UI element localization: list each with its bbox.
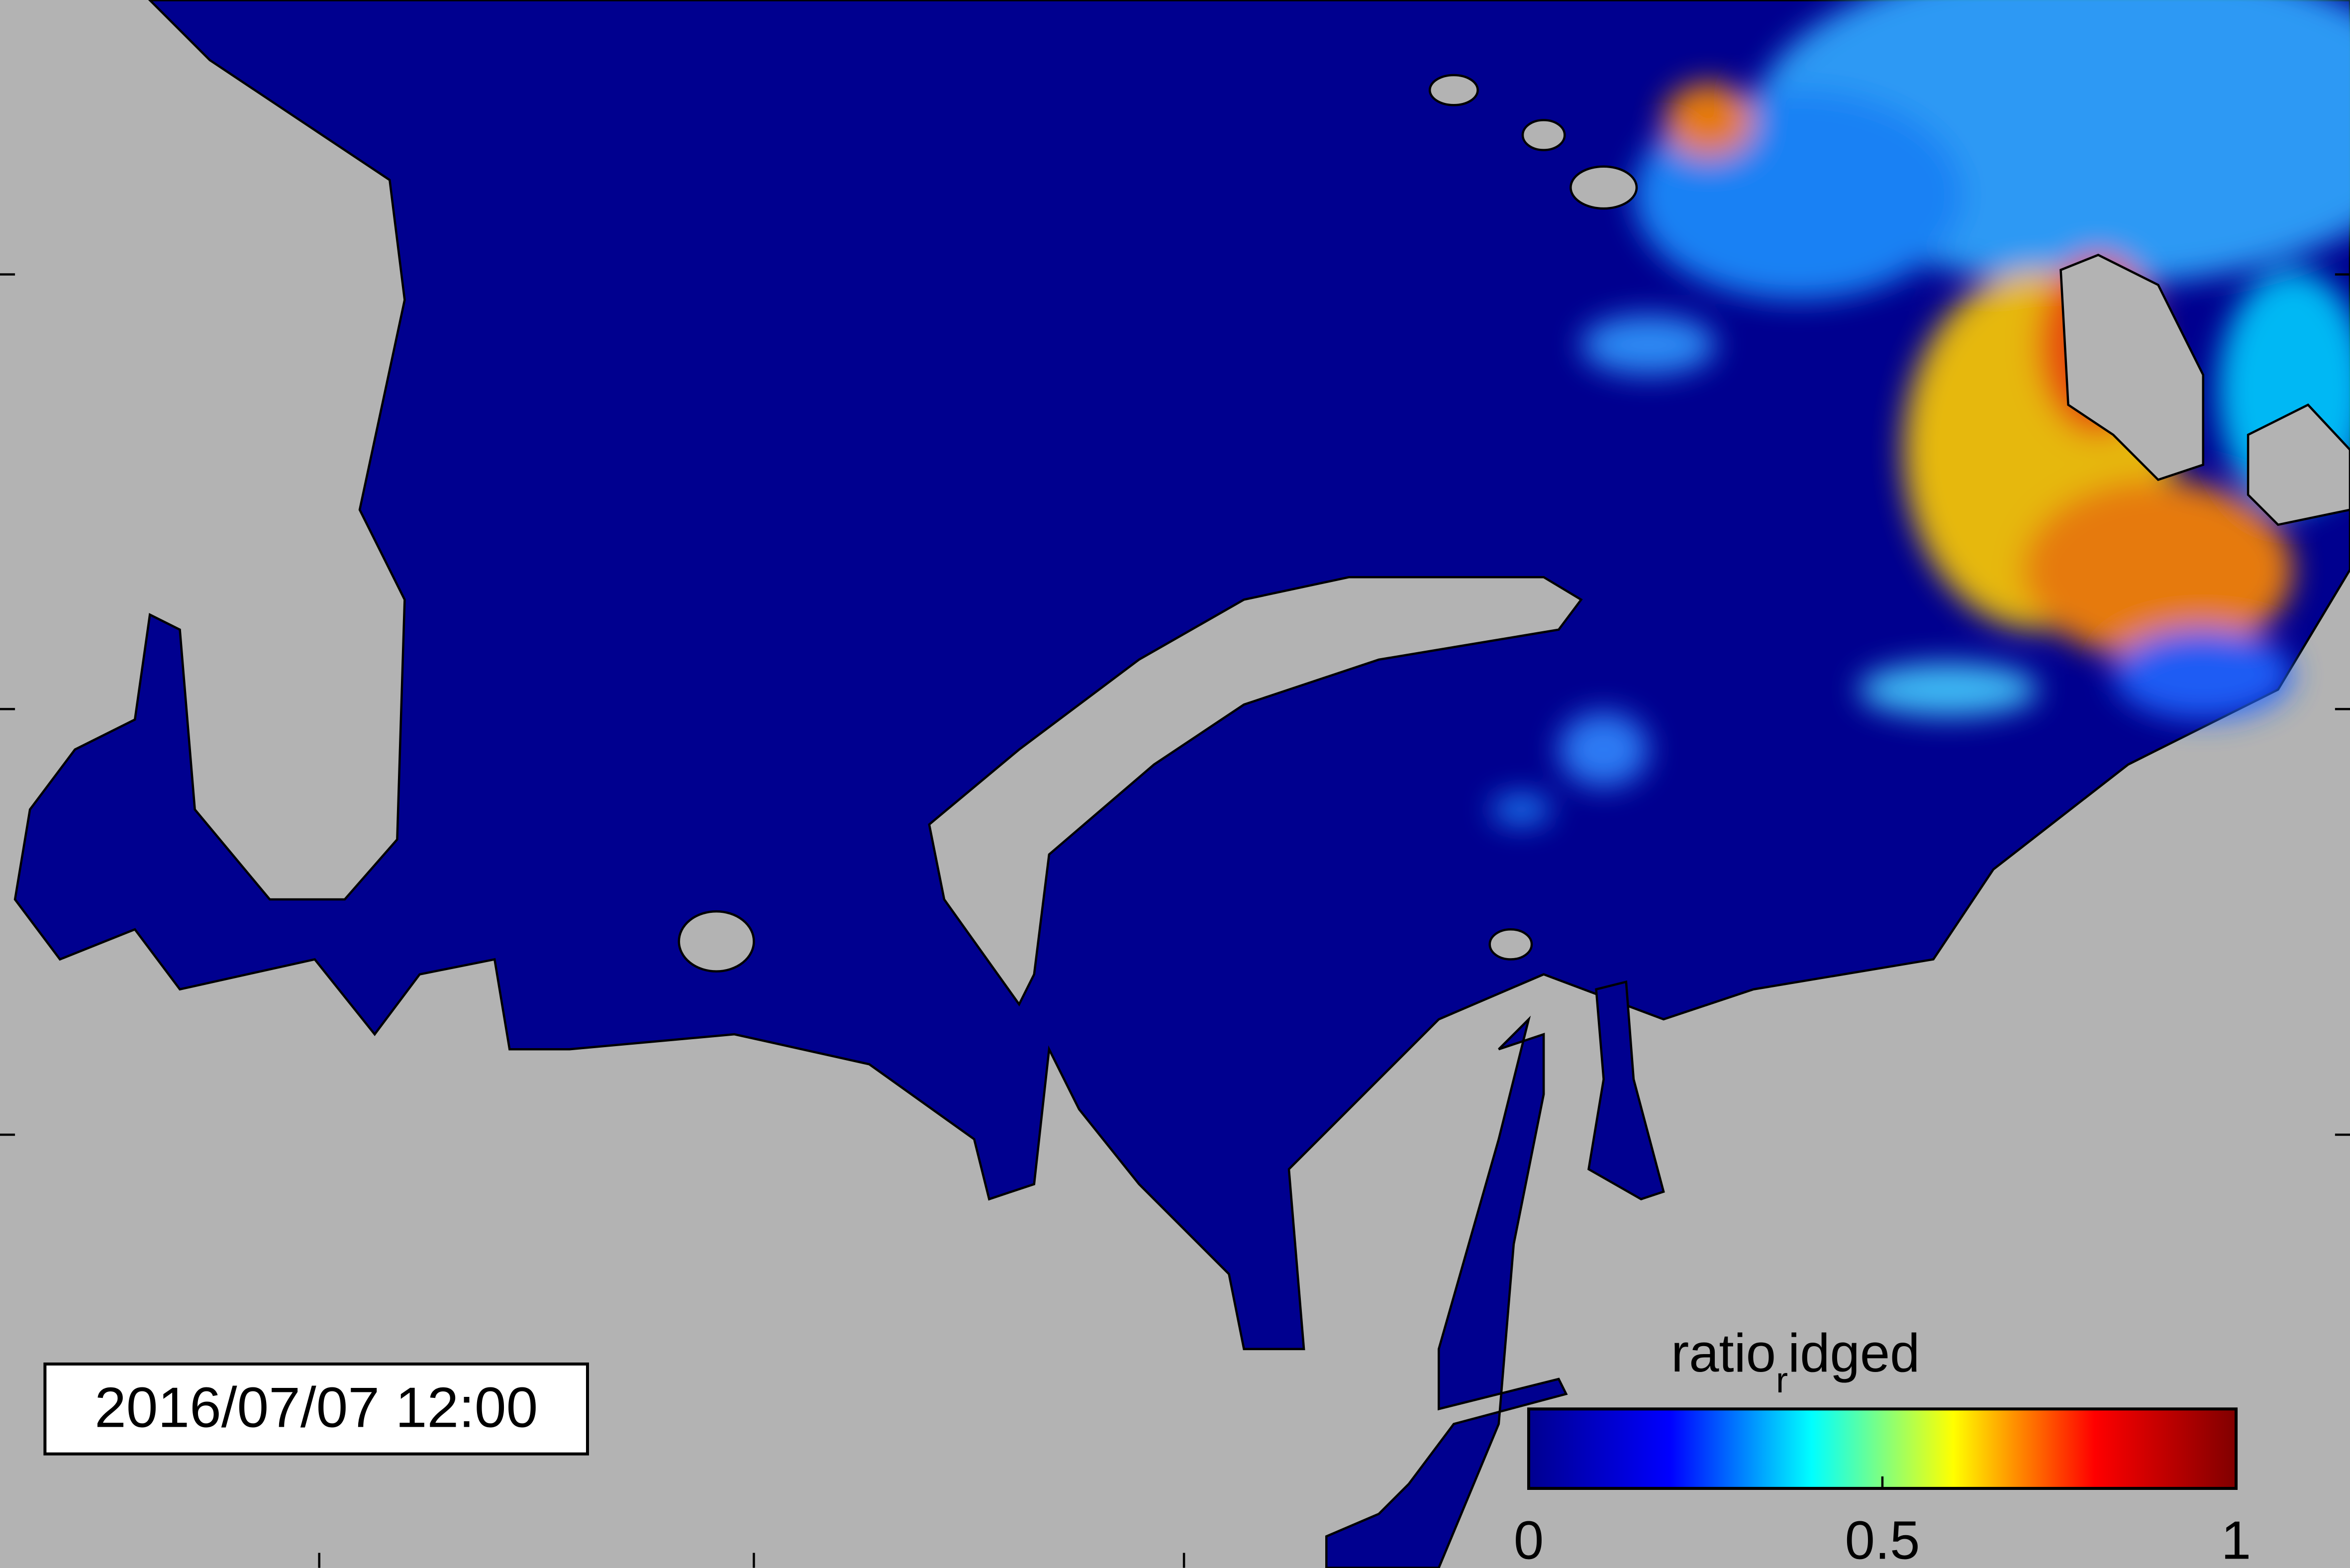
- colorbar-tick-label: 0.5: [1845, 1510, 1920, 1568]
- colorbar-title-part: idged: [1788, 1323, 1920, 1383]
- frame: [0, 273, 2350, 1568]
- timestamp: 2016/07/07 12:00: [95, 1375, 538, 1439]
- colorbar-tick-label: 1: [2221, 1510, 2251, 1568]
- islands: [678, 74, 2350, 1007]
- colorbar-title-part: ratio: [1671, 1323, 1776, 1383]
- colorbar-tick-label: 0: [1514, 1510, 1544, 1568]
- colorbar-title: ratioridged: [1671, 1323, 1920, 1400]
- timestamp-box: [43, 1362, 589, 1456]
- colorbar-title-part: r: [1776, 1361, 1788, 1400]
- colorbar: [1527, 1407, 2238, 1490]
